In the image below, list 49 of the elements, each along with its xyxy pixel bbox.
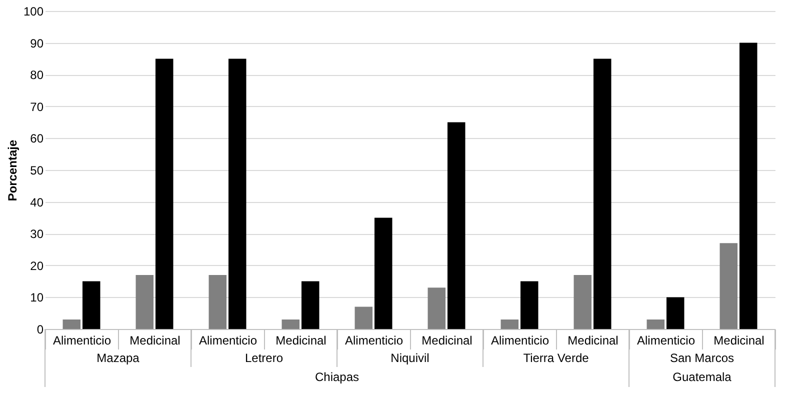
bar: [666, 297, 684, 329]
x-tick-label: Medicinal: [276, 334, 326, 348]
y-tick-label: 0: [36, 322, 44, 336]
y-tick-label: 70: [30, 100, 44, 114]
text: Mazapa: [96, 351, 140, 365]
x-tick-label: Medicinal: [714, 334, 764, 348]
bar: [428, 288, 446, 329]
y-tick-label: 20: [30, 258, 44, 273]
bar: [593, 58, 612, 329]
bar: [62, 319, 81, 329]
text: San Marcos: [670, 351, 734, 365]
y-tick-label: 80: [30, 68, 44, 82]
bar: [82, 281, 100, 329]
bar: [646, 319, 665, 329]
y-tick-label: 40: [30, 195, 44, 210]
x-tick-label: Medicinal: [422, 334, 472, 348]
x-tick-label: Alimenticio: [636, 334, 696, 348]
x-tick-label: Alimenticio: [198, 334, 258, 348]
y-axis-title: Porcentaje: [5, 139, 20, 202]
bar: [374, 218, 392, 329]
bar: [228, 58, 246, 329]
bar: [520, 281, 538, 329]
bar: [208, 274, 227, 329]
x-tick-label: Alimenticio: [344, 334, 404, 348]
text: Niquivil: [390, 351, 430, 365]
x-tick-label: Medicinal: [568, 334, 618, 348]
y-tick-label: 10: [30, 290, 44, 305]
bar: [301, 281, 320, 329]
bar: [155, 58, 174, 329]
text: Tierra Verde: [523, 351, 590, 365]
text: Letrero: [244, 351, 284, 365]
bar: [574, 274, 592, 329]
y-tick-label: 100: [23, 4, 44, 18]
bar: [282, 319, 300, 329]
bar: [739, 42, 758, 329]
x-tick-label: Alimenticio: [490, 334, 550, 348]
bar: [720, 243, 738, 329]
x-tick-label: Medicinal: [130, 334, 180, 348]
bar: [500, 319, 519, 329]
y-tick-label: 30: [30, 227, 44, 242]
bar: [447, 122, 466, 329]
bar: [354, 306, 373, 329]
x-tick-label: Alimenticio: [52, 334, 112, 348]
y-tick-label: 90: [30, 36, 44, 50]
bar: [136, 274, 154, 329]
y-tick-label: 50: [30, 164, 44, 178]
text: Chiapas: [314, 370, 360, 384]
text: Guatemala: [672, 370, 732, 384]
y-tick-label: 60: [30, 132, 44, 146]
